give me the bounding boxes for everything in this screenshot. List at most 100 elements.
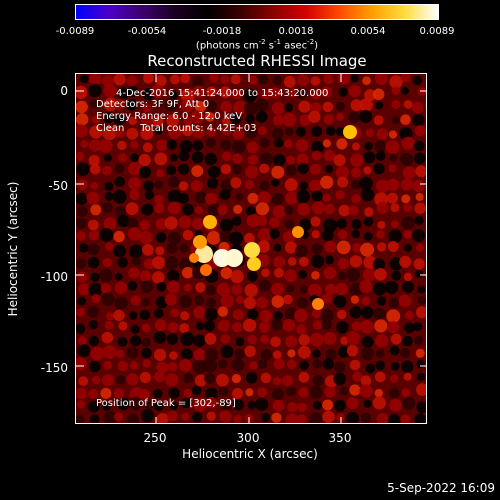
image-pixel-blob [256,215,268,226]
image-pixel-blob [209,74,219,83]
image-pixel-blob [230,269,244,284]
image-pixel-blob [269,87,281,99]
bright-source [343,125,357,139]
image-pixel-blob [78,376,89,387]
image-pixel-blob [259,152,274,166]
image-pixel-blob [257,240,270,253]
image-pixel-blob [143,74,154,84]
image-pixel-blob [99,269,113,283]
image-pixel-blob [139,166,151,179]
image-pixel-blob [182,203,194,216]
image-pixel-blob [390,362,400,371]
image-pixel-blob [238,422,241,423]
image-pixel-blob [114,205,126,218]
image-pixel-blob [231,358,245,372]
x-tick-label: 350 [328,431,352,445]
image-pixel-blob [296,324,307,335]
image-pixel-blob [377,220,386,229]
image-pixel-blob [247,192,259,204]
image-pixel-blob [193,306,206,319]
image-pixel-blob [194,295,205,306]
image-pixel-blob [325,348,337,361]
image-pixel-blob [320,175,334,189]
image-pixel-blob [244,345,256,357]
image-pixel-blob [235,192,244,201]
image-pixel-blob [322,101,334,113]
image-pixel-blob [363,166,372,175]
image-pixel-blob [298,270,307,279]
image-pixel-blob [333,295,347,308]
image-pixel-blob [271,295,285,308]
image-pixel-blob [114,128,125,139]
image-pixel-blob [401,360,414,373]
image-pixel-blob [76,414,85,423]
image-pixel-blob [255,202,270,216]
image-pixel-blob [140,280,154,293]
image-pixel-blob [285,219,295,229]
image-pixel-blob [392,116,400,125]
image-pixel-blob [384,280,399,295]
image-pixel-blob [287,349,296,358]
image-pixel-blob [271,282,285,296]
image-pixel-blob [204,152,217,166]
image-pixel-blob [256,296,268,309]
image-pixel-blob [375,101,384,110]
image-pixel-blob [260,349,272,361]
image-pixel-blob [363,151,376,164]
image-pixel-blob [257,191,271,205]
image-pixel-blob [246,141,259,154]
image-pixel-blob [166,139,177,150]
image-pixel-blob [141,337,151,348]
image-pixel-blob [259,309,272,323]
y-tick-label: 0 [60,84,68,98]
image-pixel-blob [335,282,348,296]
image-pixel-blob [165,373,179,387]
image-pixel-blob [156,413,169,423]
image-pixel-blob [413,335,423,345]
image-pixel-blob [297,163,309,174]
image-pixel-blob [426,335,427,347]
image-pixel-blob [220,139,232,151]
image-pixel-blob [192,359,207,374]
image-pixel-blob [142,104,152,113]
image-pixel-blob [349,306,362,319]
image-pixel-blob [284,178,298,192]
image-pixel-blob [282,375,293,387]
image-pixel-blob [144,190,154,200]
image-pixel-blob [194,374,208,387]
image-pixel-blob [101,331,114,344]
image-pixel-blob [127,413,139,423]
image-pixel-blob [155,246,165,256]
image-pixel-blob [128,267,140,279]
image-pixel-blob [348,84,361,98]
image-pixel-blob [402,281,415,293]
image-pixel-blob [400,414,411,423]
image-pixel-blob [88,320,99,330]
image-pixel-blob [271,412,282,423]
image-pixel-blob [87,306,99,318]
image-pixel-blob [348,205,359,216]
image-pixel-blob [125,202,139,216]
colorbar-tick: 0.0089 [419,26,455,37]
image-pixel-blob [126,99,138,111]
image-pixel-blob [261,412,271,422]
image-pixel-blob [183,389,192,398]
image-pixel-blob [222,151,232,162]
image-pixel-blob [91,375,101,385]
image-pixel-blob [247,154,259,165]
image-pixel-blob [413,140,425,152]
image-pixel-blob [346,331,360,345]
bright-source [225,249,243,267]
image-pixel-blob [117,360,129,372]
image-pixel-blob [375,349,385,358]
image-pixel-blob [204,348,219,362]
image-pixel-blob [86,191,100,205]
image-pixel-blob [297,297,309,309]
bright-source [292,226,304,238]
image-pixel-blob [141,203,154,216]
image-pixel-blob [231,140,246,154]
image-pixel-blob [102,126,117,141]
image-pixel-blob [102,111,115,124]
image-pixel-blob [321,319,332,330]
image-pixel-blob [98,139,113,153]
